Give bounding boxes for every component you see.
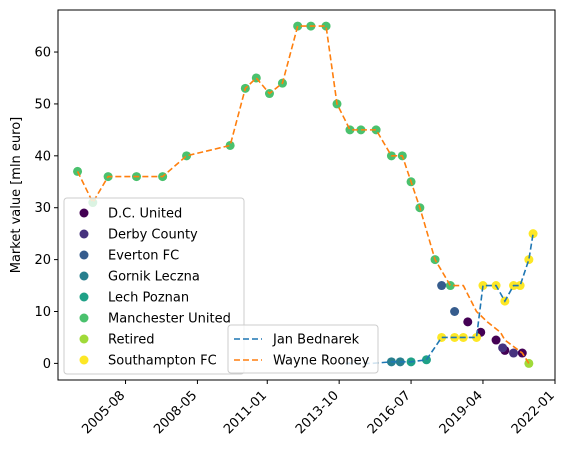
legend-marker [80,314,89,323]
y-tick-label: 10 [34,305,51,320]
scatter-point [492,336,501,345]
legend-entry: D.C. United [108,207,182,222]
scatter-point [509,349,518,358]
scatter-point [463,317,472,326]
legend-players: Jan Bednarek Wayne Rooney [228,325,378,373]
legend-entry: Wayne Rooney [273,354,370,369]
legend-entry: Manchester United [108,312,231,327]
legend-entry: Jan Bednarek [272,333,360,348]
legend-entry: Derby County [108,228,198,243]
y-tick-label: 60 [34,46,51,61]
scatter-point [450,307,459,316]
y-tick-label: 50 [34,97,51,112]
scatter-point [498,343,507,352]
legend-marker [80,356,89,365]
legend-marker [80,293,89,302]
legend-entry: Gornik Leczna [108,270,200,285]
legend-marker [80,209,89,218]
y-axis-label: Market value [mln euro] [9,117,24,274]
scatter-point [437,281,446,290]
legend-clubs: D.C. United Derby County Everton FC Gornik … [64,198,244,374]
legend-marker [80,272,89,281]
legend-marker [80,335,89,344]
y-tick-label: 30 [34,201,51,216]
legend-entry: Retired [108,333,154,348]
legend-entry: Everton FC [108,249,179,264]
legend-entry: Lech Poznan [108,291,189,306]
legend-marker [80,230,89,239]
legend-entry: Southampton FC [108,354,217,369]
legend-frame [64,198,244,374]
y-tick-label: 20 [34,253,51,268]
legend-marker [80,251,89,260]
y-tick-label: 40 [34,149,51,164]
y-tick-label: 0 [43,357,51,372]
